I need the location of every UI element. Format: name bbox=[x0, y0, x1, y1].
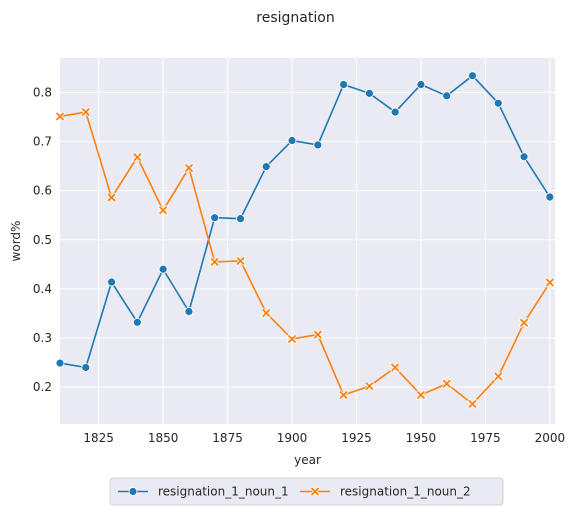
legend-entry: resignation_1_noun_1 bbox=[118, 485, 289, 499]
data-point bbox=[442, 91, 452, 101]
y-tick-label: 0.4 bbox=[33, 282, 52, 296]
data-point bbox=[468, 71, 477, 81]
data-point bbox=[442, 379, 452, 389]
series-resignation_1_noun_1 bbox=[55, 71, 555, 372]
data-point bbox=[55, 358, 65, 368]
plot-area bbox=[60, 58, 555, 424]
data-point bbox=[81, 363, 91, 372]
data-point bbox=[338, 390, 349, 400]
data-point bbox=[107, 277, 116, 287]
legend-entry: resignation_1_noun_2 bbox=[300, 485, 471, 499]
data-point bbox=[210, 213, 220, 223]
data-point bbox=[236, 214, 245, 224]
y-tick-label: 0.6 bbox=[33, 184, 52, 198]
x-tick-label: 1875 bbox=[212, 431, 243, 445]
y-tick-label: 0.3 bbox=[33, 331, 52, 345]
chart-title: resignation bbox=[256, 10, 334, 26]
data-point bbox=[467, 399, 478, 409]
data-point bbox=[493, 371, 503, 382]
data-point bbox=[184, 307, 194, 316]
data-point bbox=[545, 192, 555, 202]
data-point bbox=[132, 152, 143, 162]
data-point bbox=[132, 317, 142, 327]
x-tick-label: 1950 bbox=[406, 431, 437, 445]
legend-label: resignation_1_noun_1 bbox=[158, 485, 289, 499]
data-point bbox=[261, 308, 271, 318]
y-tick-label: 0.8 bbox=[33, 85, 52, 99]
x-tick-label: 2000 bbox=[535, 431, 566, 445]
data-point bbox=[261, 162, 271, 171]
legend: resignation_1_noun_1 resignation_1_noun_2 bbox=[109, 477, 504, 506]
x-axis-label: year bbox=[294, 453, 321, 467]
data-point bbox=[184, 163, 194, 173]
data-point bbox=[313, 329, 323, 340]
data-point bbox=[416, 390, 426, 400]
legend-label: resignation_1_noun_2 bbox=[340, 485, 471, 499]
data-point bbox=[390, 107, 400, 117]
data-point bbox=[158, 264, 168, 274]
y-tick-label: 0.5 bbox=[33, 233, 52, 247]
series-layer bbox=[55, 71, 555, 409]
x-tick-label: 1825 bbox=[83, 431, 114, 445]
y-axis-label: word% bbox=[9, 221, 23, 262]
data-point bbox=[106, 192, 117, 203]
data-point bbox=[493, 98, 503, 108]
data-point bbox=[364, 88, 374, 98]
x-tick-label: 1850 bbox=[148, 431, 179, 445]
data-point bbox=[313, 140, 323, 150]
grid-lines bbox=[60, 58, 555, 424]
data-point bbox=[287, 136, 297, 145]
data-point bbox=[390, 362, 400, 373]
y-axis: 0.2 0.3 0.4 0.5 0.6 0.7 0.8 bbox=[33, 85, 52, 394]
data-point bbox=[519, 152, 529, 162]
x-tick-label: 1925 bbox=[341, 431, 372, 445]
data-point bbox=[158, 205, 168, 215]
data-point bbox=[81, 107, 91, 117]
data-point bbox=[55, 111, 65, 122]
x-axis: 1825 1850 1875 1900 1925 1950 1975 2000 bbox=[83, 431, 565, 445]
data-point bbox=[339, 80, 348, 89]
y-tick-label: 0.2 bbox=[33, 380, 52, 394]
legend-marker bbox=[128, 487, 138, 496]
series-resignation_1_noun_2 bbox=[55, 107, 555, 409]
data-point bbox=[545, 277, 555, 288]
data-point bbox=[235, 256, 246, 266]
x-tick-label: 1900 bbox=[277, 431, 308, 445]
x-tick-label: 1975 bbox=[470, 431, 501, 445]
data-point bbox=[287, 334, 297, 344]
data-point bbox=[209, 257, 220, 267]
data-point bbox=[416, 80, 426, 89]
data-point bbox=[364, 381, 375, 391]
legend-marker bbox=[310, 486, 320, 497]
y-tick-label: 0.7 bbox=[33, 135, 52, 149]
data-point bbox=[519, 318, 529, 328]
series-line bbox=[59, 74, 551, 369]
